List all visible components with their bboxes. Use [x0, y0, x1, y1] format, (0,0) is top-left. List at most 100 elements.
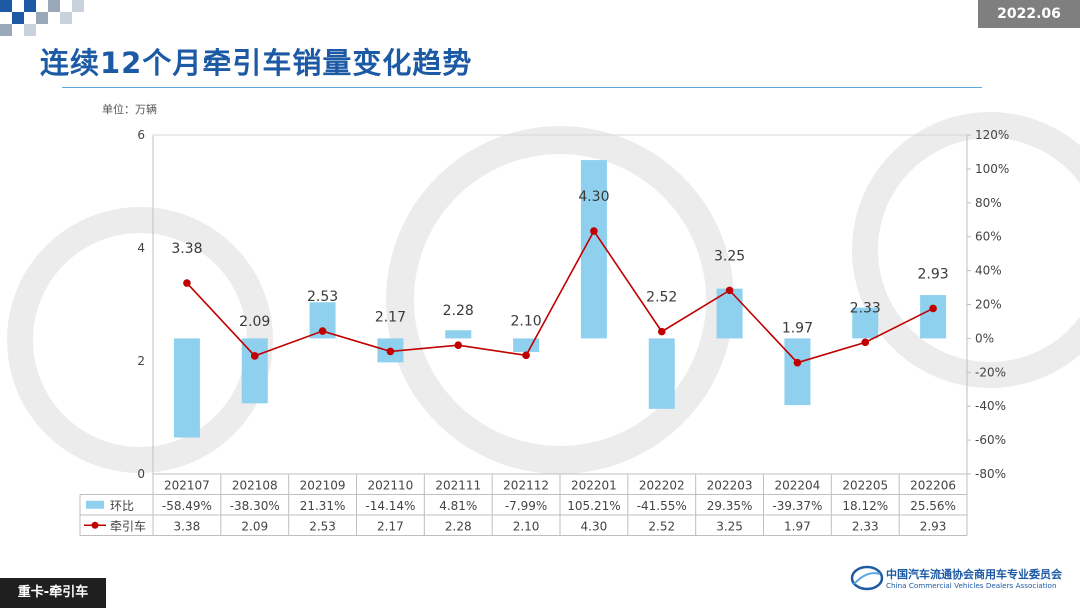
bar-mom-change-202201 [580, 160, 607, 339]
right-axis-tick-label: 40% [975, 264, 1002, 278]
table-cell-sales-202110: 2.17 [377, 519, 404, 533]
page-title: 连续12个月牵引车销量变化趋势 [40, 46, 473, 80]
sales-point-202203 [725, 286, 734, 295]
report-date-badge: 2022.06 [978, 0, 1080, 28]
category-label-202112: 202112 [503, 478, 549, 492]
unit-label: 单位：万辆 [102, 103, 157, 116]
sales-data-label: 3.38 [171, 241, 202, 257]
category-label-202110: 202110 [368, 478, 414, 492]
category-label-202202: 202202 [639, 478, 685, 492]
table-cell-sales-202109: 2.53 [309, 519, 336, 533]
combo-chart: 0 2 4 6 -80% -60% -40% -20% 0% 20% 40% 60% 80% 100% 12… [7, 112, 1080, 536]
bar-mom-change-202107 [173, 338, 200, 438]
sales-point-202205 [861, 338, 870, 347]
bar-mom-change-202206 [920, 295, 947, 339]
category-label-202109: 202109 [300, 478, 346, 492]
title-divider [62, 87, 982, 88]
right-axis-tick-label: -20% [975, 365, 1006, 379]
right-axis-tick-label: 20% [975, 298, 1002, 312]
bar-mom-change-202108 [241, 338, 268, 404]
table-cell-mom-202201: 105.21% [567, 499, 620, 513]
table-cell-mom-202110: -14.14% [365, 499, 415, 513]
right-axis-tick-label: -40% [975, 399, 1006, 413]
category-label-202203: 202203 [707, 478, 753, 492]
bar-mom-change-202204 [784, 338, 811, 406]
sales-point-202112 [522, 351, 530, 360]
legend-swatch-mom-change [86, 500, 104, 509]
sales-line [186, 229, 934, 364]
sales-point-202111 [454, 341, 463, 349]
right-axis-tick-label: 60% [975, 230, 1002, 244]
table-cell-mom-202108: -38.30% [230, 499, 280, 513]
table-cell-mom-202202: -41.55% [637, 499, 687, 513]
legend-label-mom-change: 环比 [110, 499, 134, 513]
sales-point-202206 [929, 304, 937, 313]
sales-data-label: 3.25 [714, 248, 745, 264]
table-cell-sales-202204: 1.97 [784, 519, 811, 533]
bar-mom-change-202203 [716, 288, 743, 339]
sales-point-202201 [590, 227, 598, 235]
table-cell-mom-202205: 18.12% [842, 499, 888, 513]
category-label-202201: 202201 [571, 478, 617, 492]
table-cell-sales-202108: 2.09 [241, 519, 268, 533]
organization-name-english: China Commercial Vehicles Dealers Associ… [886, 581, 1057, 590]
sales-point-202202 [657, 327, 666, 336]
sales-data-label: 2.09 [239, 314, 270, 330]
sales-data-label: 2.53 [307, 289, 338, 305]
table-cell-sales-202111: 2.28 [445, 519, 472, 533]
category-label-202111: 202111 [435, 478, 481, 492]
right-axis-tick-label: 0% [975, 331, 994, 345]
cvda-logo-icon [850, 565, 884, 591]
organization-name: 中国汽车流通协会商用车专业委员会 [886, 568, 1062, 581]
right-axis-tick-label: 120% [975, 128, 1009, 142]
legend-label-sales: 牵引车 [110, 518, 146, 533]
organization-logo: 中国汽车流通协会商用车专业委员会 China Commercial Vehicl… [850, 564, 1070, 594]
table-cell-sales-202205: 2.33 [852, 519, 879, 533]
sales-data-label: 2.93 [917, 266, 948, 282]
table-cell-mom-202112: -7.99% [505, 499, 547, 513]
table-cell-sales-202201: 4.30 [581, 519, 608, 533]
sales-data-label: 2.17 [375, 309, 406, 325]
sales-data-label: 4.30 [578, 189, 609, 205]
sales-data-label: 2.28 [443, 303, 474, 319]
sales-point-202110 [386, 347, 395, 356]
section-tag: 重卡-牵引车 [0, 578, 106, 608]
table-cell-mom-202109: 21.31% [300, 499, 346, 513]
sales-point-202109 [318, 327, 327, 335]
table-cell-mom-202107: -58.49% [162, 499, 212, 513]
table-cell-sales-202203: 3.25 [716, 519, 743, 533]
right-axis-tick-label: -60% [975, 433, 1006, 447]
left-axis-tick-label: 6 [137, 128, 145, 142]
left-axis-tick-label: 4 [137, 241, 145, 255]
table-cell-sales-202206: 2.93 [920, 519, 947, 533]
sales-data-label: 2.10 [510, 313, 541, 329]
left-axis-tick-label: 0 [137, 467, 145, 481]
table-cell-mom-202111: 4.81% [439, 499, 477, 513]
category-label-202206: 202206 [910, 478, 956, 492]
sales-data-label: 1.97 [782, 321, 813, 337]
sales-point-202108 [250, 352, 259, 360]
right-axis-tick-label: -80% [975, 467, 1006, 481]
category-label-202107: 202107 [164, 478, 210, 492]
table-cell-mom-202204: -39.37% [772, 499, 822, 513]
checker-pattern-decoration [0, 0, 84, 36]
bar-mom-change-202112 [513, 338, 540, 352]
table-cell-sales-202107: 3.38 [174, 519, 201, 533]
bar-mom-change-202205 [852, 307, 879, 339]
bar-mom-change-202111 [445, 330, 472, 339]
table-cell-sales-202202: 2.52 [648, 519, 675, 533]
table-cell-mom-202206: 25.56% [910, 499, 956, 513]
sales-data-label: 2.33 [850, 300, 881, 316]
table-cell-sales-202112: 2.10 [513, 519, 540, 533]
bar-mom-change-202202 [648, 338, 675, 409]
category-label-202108: 202108 [232, 478, 278, 492]
sales-point-202204 [793, 358, 802, 367]
sales-data-label: 2.52 [646, 290, 677, 306]
right-axis-tick-label: 80% [975, 196, 1002, 210]
category-label-202204: 202204 [775, 478, 821, 492]
right-axis-tick-label: 100% [975, 162, 1009, 176]
left-axis-tick-label: 2 [137, 354, 145, 368]
category-label-202205: 202205 [842, 478, 888, 492]
table-cell-mom-202203: 29.35% [707, 499, 753, 513]
legend-swatch-sales-marker [91, 521, 99, 529]
